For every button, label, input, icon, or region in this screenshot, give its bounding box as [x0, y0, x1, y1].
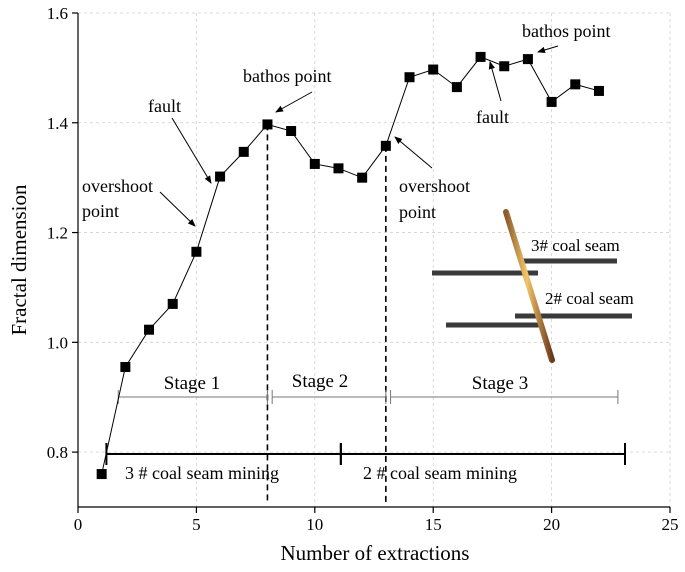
annotation-fault-1-arrow	[171, 117, 212, 184]
data-point-marker	[380, 140, 391, 151]
stage-1-label: Stage 1	[164, 373, 220, 394]
coal-seam-schematic: 3# coal seam 2# coal seam	[432, 209, 634, 363]
seam-2-label: 2# coal seam	[545, 289, 634, 308]
data-point-marker	[262, 119, 273, 130]
data-point-marker	[333, 163, 344, 174]
annotation-bathos-2: bathos point	[522, 21, 611, 41]
data-point-marker	[96, 469, 107, 480]
data-point-marker	[286, 126, 297, 137]
series-line	[101, 56, 600, 475]
annotation-overshoot-1: overshoot point	[82, 176, 158, 221]
x-axis-label: Number of extractions	[281, 541, 470, 565]
stage-separators	[266, 124, 387, 505]
annotation-overshoot-2: overshoot point	[399, 176, 475, 222]
y-tick-label: 1.0	[47, 333, 68, 352]
annotation-fault-2-arrow	[488, 61, 502, 102]
data-point-marker	[475, 51, 486, 62]
x-axis-ticks: 0 5 10 15 20 25	[74, 507, 679, 534]
stage-bars	[117, 390, 619, 404]
series-markers	[96, 51, 604, 480]
data-point-marker	[144, 324, 155, 335]
axes	[77, 13, 670, 508]
y-axis-label: Fractal dimension	[7, 184, 31, 336]
x-tick-label: 25	[662, 515, 679, 534]
data-point-marker	[499, 61, 510, 72]
y-tick-label: 1.6	[47, 4, 68, 23]
data-point-marker	[593, 85, 604, 96]
y-tick-label: 1.2	[47, 224, 68, 243]
x-tick-label: 5	[192, 515, 201, 534]
annotation-fault-1: fault	[148, 96, 181, 116]
annotation-fault-2: fault	[476, 107, 509, 127]
data-point-marker	[238, 146, 249, 157]
x-tick-label: 0	[74, 515, 83, 534]
data-point-marker	[309, 158, 320, 169]
annotations: fault overshoot point bathos point overs…	[82, 21, 611, 227]
fault-plane	[503, 209, 555, 363]
seam-3-label: 3# coal seam	[531, 236, 620, 255]
data-point-marker	[120, 362, 131, 373]
annotation-bathos-2-arrow	[537, 45, 559, 54]
data-point-marker	[215, 171, 226, 182]
y-tick-label: 1.4	[47, 114, 69, 133]
mining-period-1-label: 3 # coal seam mining	[125, 463, 279, 483]
x-tick-label: 10	[306, 515, 323, 534]
x-tick-label: 20	[543, 515, 560, 534]
data-point-marker	[357, 172, 368, 183]
y-tick-label: 0.8	[47, 443, 68, 462]
x-tick-label: 15	[425, 515, 442, 534]
annotation-bathos-1: bathos point	[243, 66, 332, 86]
data-point-marker	[546, 96, 557, 107]
annotation-overshoot-1-arrow	[159, 191, 196, 227]
data-point-marker	[428, 64, 439, 75]
data-point-marker	[451, 82, 462, 93]
mining-period-bars	[105, 443, 627, 465]
data-point-marker	[404, 72, 415, 83]
annotation-overshoot-2-arrow	[394, 136, 433, 169]
data-point-marker	[522, 54, 533, 65]
data-point-marker	[167, 298, 178, 309]
y-axis-ticks: 0.8 1.0 1.2 1.4 1.6	[47, 4, 78, 462]
data-point-marker	[191, 246, 202, 257]
stage-3-label: Stage 3	[472, 373, 528, 394]
stage-2-label: Stage 2	[292, 371, 348, 392]
data-point-marker	[570, 79, 581, 90]
annotation-bathos-1-arrow	[275, 91, 313, 113]
mining-period-2-label: 2 # coal seam mining	[363, 463, 517, 483]
